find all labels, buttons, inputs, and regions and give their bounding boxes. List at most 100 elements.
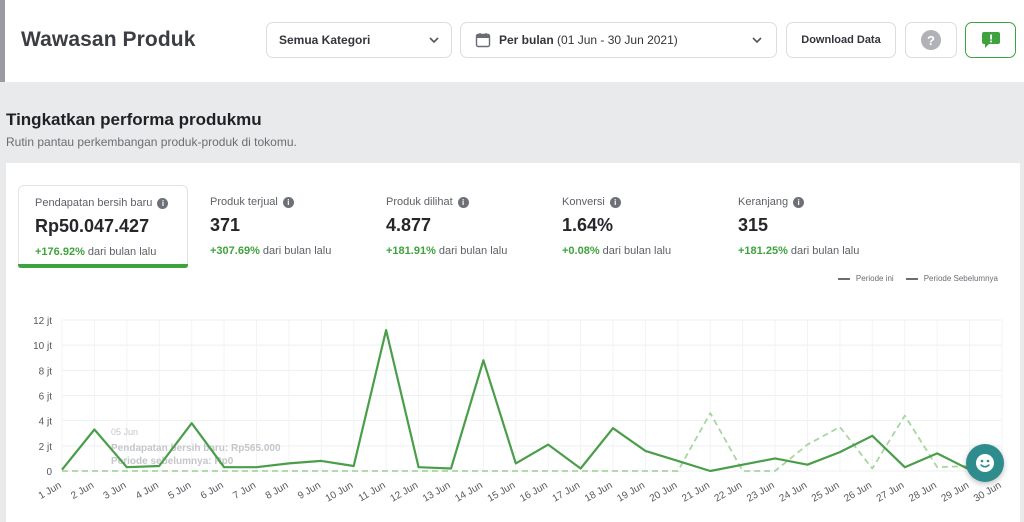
metric-change: +181.25% dari bulan lalu <box>738 245 859 257</box>
metric-tab-pendapatan[interactable]: Pendapatan bersih baru i Rp50.047.427 +17… <box>18 185 188 268</box>
help-button[interactable]: ? <box>905 22 957 58</box>
metric-label-wrap: Keranjang i <box>738 196 805 208</box>
x-tick-label: 27 Jun <box>875 480 907 505</box>
chat-assistant-button[interactable] <box>966 444 1004 482</box>
chevron-down-icon <box>429 37 439 44</box>
x-tick-label: 11 Jun <box>357 480 388 504</box>
info-icon[interactable]: i <box>609 196 621 208</box>
revenue-line-chart: 0 2 jt 4 jt 6 jt 8 jt 10 jt 12 jt 05 Jun Penda… <box>33 316 1004 505</box>
metric-tab-produk-terjual[interactable]: Produk terjual i 371 +307.69% dari bulan l… <box>194 185 364 268</box>
chart-x-ticks: 1 Jun 2 Jun 3 Jun 4 Jun 5 Jun 6 Jun 7 Jun 8 Jun… <box>37 480 1004 505</box>
legend-swatch-current <box>837 277 850 280</box>
chat-alert-icon <box>981 32 1000 48</box>
x-tick-label: 6 Jun <box>199 480 226 502</box>
metric-value: Rp50.047.427 <box>35 216 150 236</box>
metric-label: Pendapatan bersih baru <box>35 197 153 209</box>
x-tick-label: 13 Jun <box>421 480 453 505</box>
metric-label: Produk terjual <box>210 196 278 208</box>
metric-change-pct: +0.08% <box>562 245 600 257</box>
x-tick-label: 15 Jun <box>486 480 518 505</box>
smiley-chat-icon <box>976 454 994 472</box>
x-tick-label: 23 Jun <box>745 480 777 505</box>
chart-grid <box>61 319 1003 472</box>
x-tick-label: 20 Jun <box>648 480 680 505</box>
chart-tooltip: 05 Jun Pendapatan bersih baru: Rp565.000… <box>111 427 281 467</box>
y-tick-label: 8 jt <box>39 366 53 377</box>
revenue-chart: 0 2 jt 4 jt 6 jt 8 jt 10 jt 12 jt 05 Jun Penda… <box>6 303 1020 522</box>
y-tick-label: 4 jt <box>39 417 53 428</box>
y-tick-label: 6 jt <box>39 392 53 403</box>
info-icon[interactable]: i <box>282 196 294 208</box>
x-tick-label: 21 Jun <box>680 480 712 505</box>
info-icon[interactable]: i <box>157 197 169 209</box>
section-subtitle: Rutin pantau perkembangan produk-produk … <box>6 135 297 149</box>
x-tick-label: 17 Jun <box>551 480 583 505</box>
date-period: Per bulan <box>499 33 554 47</box>
x-tick-label: 14 Jun <box>453 480 485 505</box>
legend-swatch-previous <box>905 277 918 280</box>
x-tick-label: 3 Jun <box>102 480 129 502</box>
header-bar: Wawasan Produk Semua Kategori Per bulan … <box>0 0 1024 82</box>
x-tick-label: 2 Jun <box>69 480 96 502</box>
metrics-card: Pendapatan bersih baru i Rp50.047.427 +17… <box>6 163 1020 522</box>
y-tick-label: 2 jt <box>39 442 53 453</box>
metric-change: +0.08% dari bulan lalu <box>562 245 671 257</box>
metric-change-suffix: dari bulan lalu <box>602 245 672 257</box>
metric-change-suffix: dari bulan lalu <box>790 245 860 257</box>
metric-label-wrap: Produk dilihat i <box>386 196 469 208</box>
metric-tab-konversi[interactable]: Konversi i 1.64% +0.08% dari bulan lalu <box>546 185 716 268</box>
tooltip-date: 05 Jun <box>111 427 138 437</box>
info-icon[interactable]: i <box>793 196 805 208</box>
metric-change: +307.69% dari bulan lalu <box>210 245 331 257</box>
legend-label-current: Periode ini <box>855 274 894 283</box>
x-tick-label: 5 Jun <box>166 480 193 502</box>
chart-legend: Periode ini Periode Sebelumnya <box>837 274 998 283</box>
metric-label: Produk dilihat <box>386 196 453 208</box>
chart-y-ticks: 0 2 jt 4 jt 6 jt 8 jt 10 jt 12 jt <box>33 316 52 478</box>
x-tick-label: 18 Jun <box>583 480 615 505</box>
download-data-button[interactable]: Download Data <box>786 22 896 58</box>
page-title: Wawasan Produk <box>21 28 196 51</box>
metric-label: Konversi <box>562 196 605 208</box>
date-range-label: Per bulan (01 Jun - 30 Jun 2021) <box>499 33 752 47</box>
x-tick-label: 22 Jun <box>713 480 745 505</box>
category-dropdown[interactable]: Semua Kategori <box>266 22 452 58</box>
metric-value: 1.64% <box>562 215 614 235</box>
x-tick-label: 12 Jun <box>389 480 421 505</box>
x-tick-label: 25 Jun <box>810 480 842 505</box>
metric-label-wrap: Produk terjual i <box>210 196 294 208</box>
metric-value: 4.877 <box>386 215 432 235</box>
metric-label: Keranjang <box>738 196 789 208</box>
help-icon: ? <box>921 30 941 50</box>
metric-change-suffix: dari bulan lalu <box>262 245 332 257</box>
date-range-dropdown[interactable]: Per bulan (01 Jun - 30 Jun 2021) <box>460 22 777 58</box>
metric-value: 315 <box>738 215 769 235</box>
metric-change-pct: +181.25% <box>738 245 788 257</box>
metric-change-pct: +181.91% <box>386 245 436 257</box>
x-tick-label: 8 Jun <box>264 480 291 502</box>
metric-tab-produk-dilihat[interactable]: Produk dilihat i 4.877 +181.91% dari bulan… <box>370 185 540 268</box>
legend-label-previous: Periode Sebelumnya <box>923 274 998 283</box>
header-left-accent <box>0 0 5 82</box>
x-tick-label: 1 Jun <box>37 480 64 502</box>
metric-tab-keranjang[interactable]: Keranjang i 315 +181.25% dari bulan lalu <box>722 185 892 268</box>
metric-label-wrap: Konversi i <box>562 196 621 208</box>
chart-series <box>61 329 1003 473</box>
x-tick-label: 10 Jun <box>324 480 356 505</box>
series-line-previous <box>62 412 1003 472</box>
chevron-down-icon <box>752 37 762 44</box>
x-tick-label: 28 Jun <box>907 480 939 505</box>
feedback-button[interactable] <box>965 22 1016 58</box>
metric-change: +176.92% dari bulan lalu <box>35 246 156 258</box>
tooltip-line-1: Pendapatan bersih baru: Rp565.000 <box>111 443 281 454</box>
y-tick-label: 10 jt <box>33 341 52 352</box>
y-tick-label: 0 <box>46 467 52 478</box>
section-title: Tingkatkan performa produkmu <box>6 110 262 129</box>
series-line-current <box>61 329 1003 473</box>
info-icon[interactable]: i <box>457 196 469 208</box>
x-tick-label: 9 Jun <box>296 480 323 502</box>
metric-change: +181.91% dari bulan lalu <box>386 245 507 257</box>
y-tick-label: 12 jt <box>33 316 52 327</box>
metric-change-suffix: dari bulan lalu <box>87 246 157 258</box>
tooltip-line-2: Periode sebelumnya: Rp0 <box>111 456 234 467</box>
